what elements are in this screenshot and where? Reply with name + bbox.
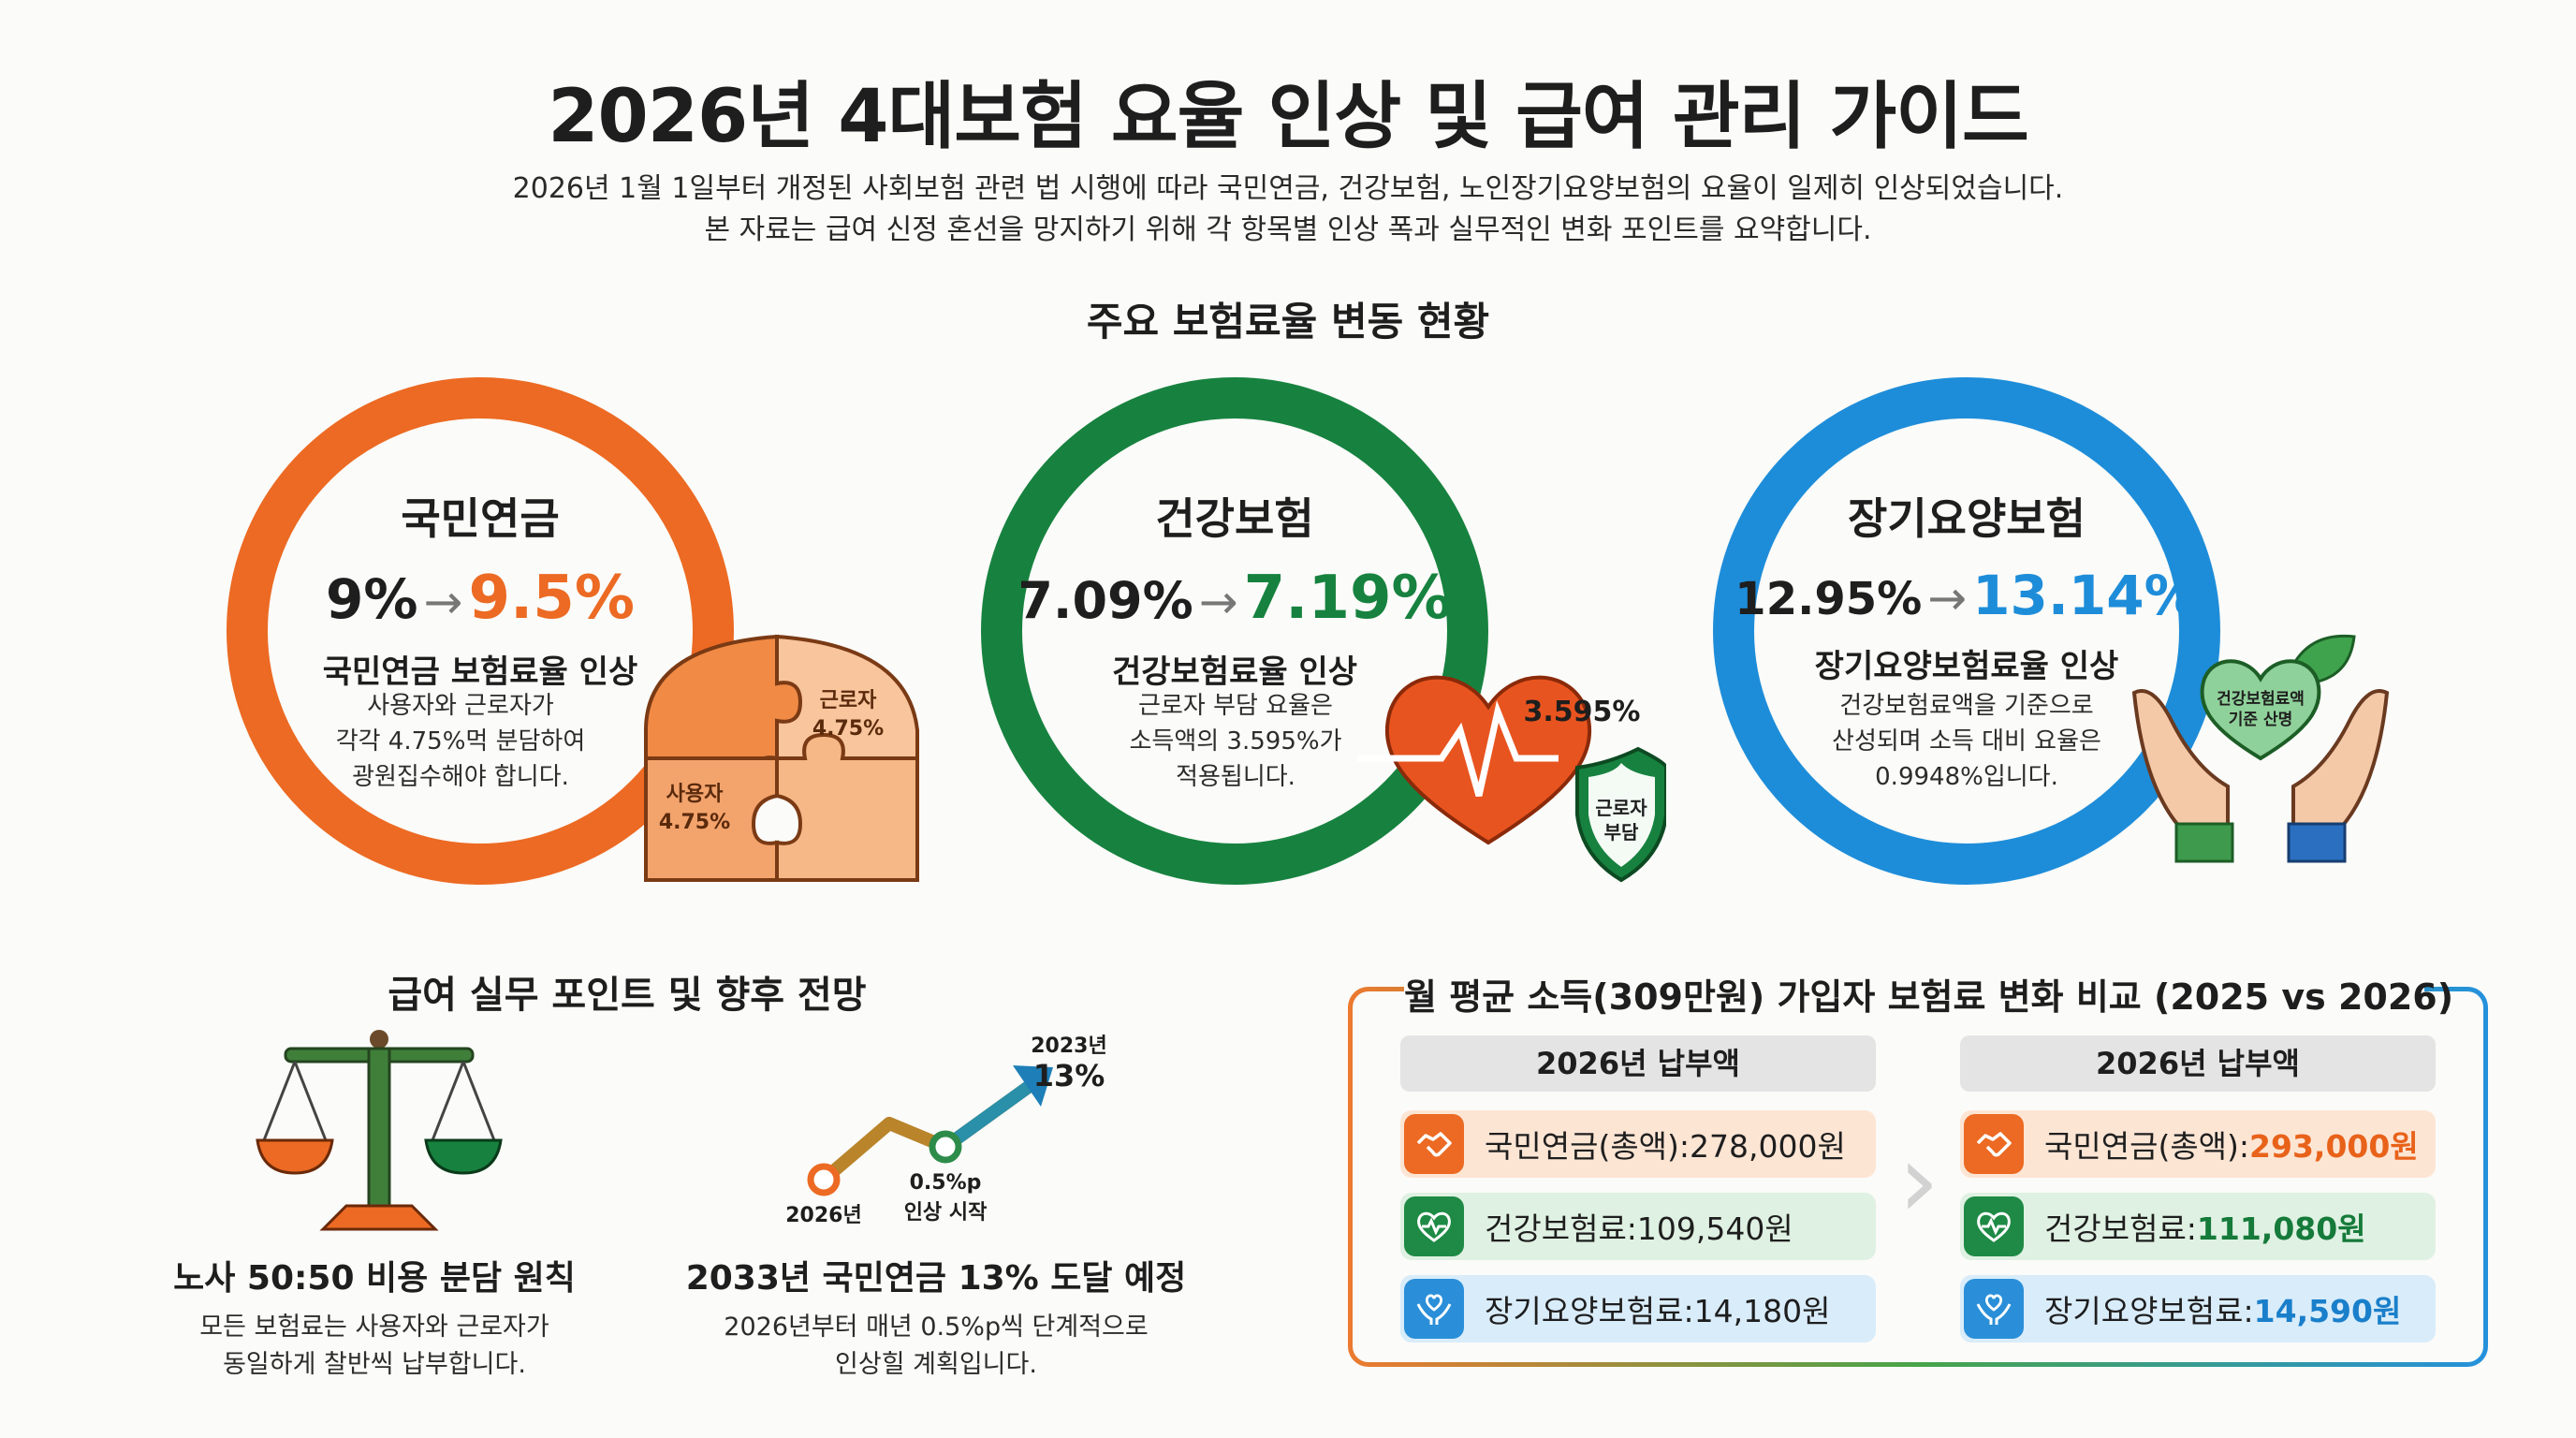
right-longterm-row: 장기요양보험료: 14,590원 <box>1960 1275 2436 1343</box>
left-health-value: 109,540원 <box>1636 1211 1793 1247</box>
health-card: 건강보험 7.09% →7.19% 건강보험료율 인상 <box>981 485 1488 692</box>
left-health-label: 건강보험료: <box>1485 1211 1637 1247</box>
practice-section-title: 급여 실무 포인트 및 향후 전망 <box>388 974 867 1017</box>
heart-label-1: 건강보험료액 <box>2217 689 2305 709</box>
arrow-icon: → <box>423 575 463 629</box>
health-title: 건강보험 <box>1155 493 1314 544</box>
health-rate: 7.09% →7.19% <box>981 564 1488 633</box>
point1-description: 모든 보험료는 사용자와 근로자가 동일하게 찰반씩 납부합니다. <box>140 1309 608 1384</box>
right-health-label: 건강보험료: <box>2044 1211 2197 1247</box>
caring-hands-icon <box>1404 1279 1464 1339</box>
scale-icon <box>256 1030 503 1231</box>
comparison-title: 월 평균 소득(309만원) 가입자 보험료 변화 비교 (2025 vs 20… <box>1404 976 2454 1018</box>
pension-rate: 9% →9.5% <box>227 564 734 633</box>
right-health-row: 건강보험료: 111,080원 <box>1960 1193 2436 1260</box>
pension-desc-line: 각각 4.75%먹 분담하여 <box>335 727 586 756</box>
comparison-left-column: 2026년 납부액 국민연금(총액): 278,000원 건강보험료: 109,… <box>1400 1035 1876 1343</box>
health-new-rate: 7.19% <box>1243 564 1452 633</box>
trend-start-label: 2026년 <box>785 1204 861 1227</box>
longterm-description: 건강보험료액을 기준으로 산성되며 소득 대비 요율은 0.9948%입니다. <box>1798 688 2135 795</box>
left-longterm-value: 14,180원 <box>1693 1293 1831 1329</box>
comparison-title-backdrop <box>1404 964 2424 1013</box>
pension-subtitle: 국민연금 보험료율 인상 <box>322 653 638 691</box>
trend-step-label-2: 인상 시작 <box>904 1201 988 1225</box>
right-pension-label: 국민연금(총액): <box>2044 1128 2250 1165</box>
right-pension-value: 293,000원 <box>2249 1128 2419 1165</box>
arrow-icon: → <box>1198 575 1238 629</box>
longterm-desc-line: 0.9948%입니다. <box>1875 763 2058 791</box>
point2-description: 2026년부터 매년 0.5%p씩 단계적으로 인상힐 계획입니다. <box>674 1309 1198 1384</box>
right-column-header: 2026년 납부액 <box>1960 1035 2436 1092</box>
heart-pulse-icon: 3.595% 근로자 부담 <box>1357 675 1666 883</box>
pension-desc-line: 광원집수해야 합니다. <box>352 763 569 791</box>
longterm-desc-line: 건강보험료액을 기준으로 <box>1839 692 2094 720</box>
chevron-right-icon: › <box>1898 1121 1939 1240</box>
arrow-icon: → <box>1927 571 1968 625</box>
practice-point-1: 노사 50:50 비용 분담 원칙 모든 보험료는 사용자와 근로자가 동일하게… <box>140 1251 608 1384</box>
right-longterm-value: 14,590원 <box>2253 1293 2402 1329</box>
health-subtitle: 건강보험료율 인상 <box>1111 653 1358 691</box>
page-title: 2026년 4대보험 요율 인상 및 급여 관리 가이드 <box>548 75 2029 159</box>
shield-label-1: 근로자 <box>1595 797 1647 819</box>
health-desc-line: 적용됩니다. <box>1176 763 1295 791</box>
left-pension-value: 278,000원 <box>1690 1128 1846 1165</box>
pension-new-rate: 9.5% <box>468 564 635 633</box>
health-description: 근로자 부담 요율은 소득액의 3.595%가 적용됩니다. <box>1076 688 1395 795</box>
pension-title: 국민연금 <box>401 493 560 544</box>
puzzle-employer-label: 사용자 <box>666 783 724 806</box>
longterm-old-rate: 12.95% <box>1734 573 1923 625</box>
longterm-card: 장기요양보험 12.95% → 13.14% 장기요양보험료율 인상 <box>1713 485 2220 686</box>
left-health-row: 건강보험료: 109,540원 <box>1400 1193 1876 1260</box>
left-longterm-row: 장기요양보험료: 14,180원 <box>1400 1275 1876 1343</box>
comparison-right-column: 2026년 납부액 국민연금(총액): 293,000원 건강보험료: 111,… <box>1960 1035 2436 1343</box>
caring-hands-icon <box>1964 1279 2024 1339</box>
left-pension-label: 국민연금(총액): <box>1485 1128 1690 1165</box>
health-desc-line: 소득액의 3.595%가 <box>1129 727 1342 756</box>
left-longterm-label: 장기요양보험료: <box>1485 1293 1694 1329</box>
trend-end-year: 2023년 <box>1031 1034 1106 1058</box>
pension-desc-line: 사용자와 근로자가 <box>367 692 554 720</box>
puzzle-worker-label: 근로자 <box>820 689 877 712</box>
longterm-new-rate: 13.14% <box>1972 564 2199 627</box>
pension-description: 사용자와 근로자가 각각 4.75%먹 분담하여 광원집수해야 합니다. <box>292 688 629 795</box>
point1-desc-line: 동일하게 찰반씩 납부합니다. <box>223 1350 526 1379</box>
longterm-rate: 12.95% → 13.14% <box>1713 564 2220 627</box>
intro-line-1: 2026년 1월 1일부터 개정된 사회보험 관련 법 시행에 따라 국민연금,… <box>512 172 2064 205</box>
heart-label-2: 기준 산명 <box>2229 711 2292 729</box>
rates-section-title: 주요 보험료율 변동 현황 <box>1086 299 1490 345</box>
right-pension-row: 국민연금(총액): 293,000원 <box>1960 1110 2436 1178</box>
trend-arrow-icon: 2023년 13% 2026년 0.5%p 인상 시작 <box>785 1034 1106 1227</box>
heart-pulse-icon <box>1404 1196 1464 1256</box>
right-longterm-label: 장기요양보험료: <box>2044 1293 2254 1329</box>
heart-pulse-icon <box>1964 1196 2024 1256</box>
puzzle-employer-rate: 4.75% <box>659 811 730 834</box>
health-old-rate: 7.09% <box>1017 571 1193 630</box>
caring-hands-icon: 건강보험료액 기준 산명 <box>2131 634 2390 863</box>
right-health-value: 111,080원 <box>2196 1211 2366 1247</box>
left-column-header: 2026년 납부액 <box>1400 1035 1876 1092</box>
left-pension-row: 국민연금(총액): 278,000원 <box>1400 1110 1876 1178</box>
longterm-desc-line: 산성되며 소득 대비 요율은 <box>1832 727 2101 756</box>
practice-point-2: 2033년 국민연금 13% 도달 예정 2026년부터 매년 0.5%p씩 단… <box>674 1251 1198 1384</box>
handshake-icon <box>1964 1114 2024 1174</box>
point2-desc-line: 2026년부터 매년 0.5%p씩 단계적으로 <box>724 1313 1149 1342</box>
heart-rate-label: 3.595% <box>1524 696 1641 728</box>
point2-desc-line: 인상힐 계획입니다. <box>835 1350 1037 1379</box>
point1-desc-line: 모든 보험료는 사용자와 근로자가 <box>199 1313 549 1342</box>
trend-step-label-1: 0.5%p <box>910 1171 982 1195</box>
shield-label-2: 부담 <box>1604 821 1639 844</box>
trend-end-value: 13% <box>1033 1058 1105 1093</box>
pension-card: 국민연금 9% →9.5% 국민연금 보험료율 인상 <box>227 485 734 692</box>
health-desc-line: 근로자 부담 요율은 <box>1138 692 1333 720</box>
point2-title: 2033년 국민연금 13% 도달 예정 <box>685 1259 1187 1298</box>
point1-title: 노사 50:50 비용 분담 원칙 <box>173 1259 576 1298</box>
puzzle-icon: 근로자 4.75% 사용자 4.75% <box>644 634 919 882</box>
longterm-title: 장기요양보험 <box>1848 493 2086 544</box>
intro-line-2: 본 자료는 급여 신정 혼선을 망지하기 위해 각 항목별 인상 폭과 실무적인… <box>704 213 1872 246</box>
handshake-icon <box>1404 1114 1464 1174</box>
puzzle-worker-rate: 4.75% <box>812 717 884 741</box>
longterm-subtitle: 장기요양보험료율 인상 <box>1814 648 2119 685</box>
pension-old-rate: 9% <box>326 567 418 631</box>
